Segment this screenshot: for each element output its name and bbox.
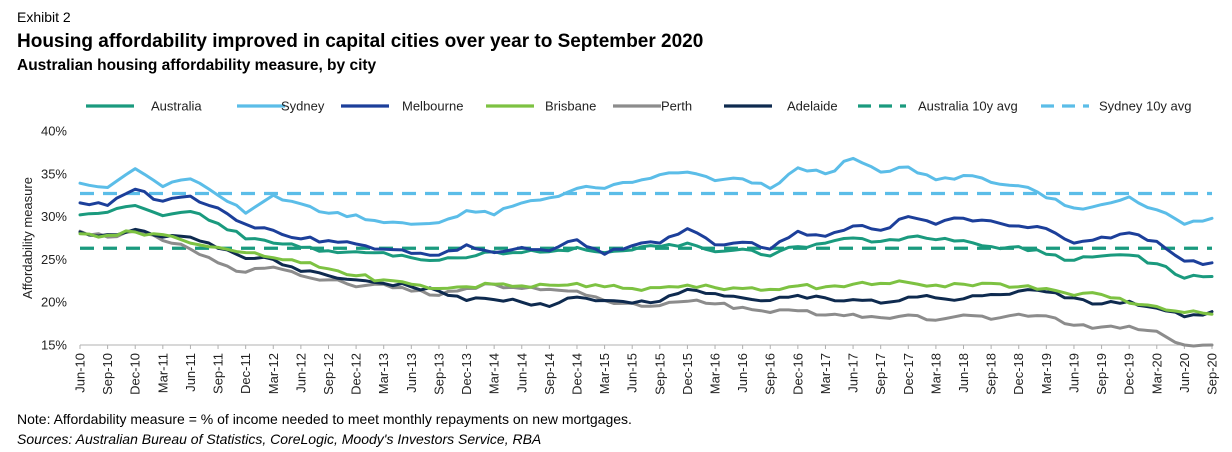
x-tick-label: Jun-17 (846, 353, 861, 393)
x-tick-label: Dec-17 (901, 353, 916, 395)
x-tick-label: Sep-16 (763, 353, 778, 395)
x-tick-label: Mar-14 (487, 353, 502, 394)
legend-label: Australia 10y avg (918, 99, 1018, 114)
x-tick-label: Mar-12 (266, 353, 281, 394)
y-tick-label: 15% (41, 338, 67, 353)
legend-label: Perth (661, 99, 692, 114)
x-tick-label: Mar-15 (597, 353, 612, 394)
x-tick-label: Dec-19 (1122, 353, 1137, 395)
x-tick-label: Mar-19 (1039, 353, 1054, 394)
x-tick-label: Jun-18 (956, 353, 971, 393)
x-tick-label: Dec-18 (1011, 353, 1026, 395)
series-line-melbourne (78, 187, 1214, 266)
x-tick-label: Dec-16 (790, 353, 805, 395)
x-tick-label: Dec-15 (680, 353, 695, 395)
y-axis-label: Affordability measure (20, 177, 35, 299)
chart-note: Note: Affordability measure = % of incom… (17, 411, 632, 427)
x-tick-label: Mar-13 (376, 353, 391, 394)
x-tick-label: Sep-10 (100, 353, 115, 395)
y-tick-label: 35% (41, 166, 67, 181)
series-line-australia (78, 204, 1214, 280)
chart-legend: Australia Sydney Melbourne Brisbane Perth Ade… (86, 99, 1192, 114)
plot-area (78, 156, 1214, 348)
x-axis: Jun-10 Sep-10 Dec-10 Mar-11 Jun-11 Sep-11 Dec-… (73, 344, 1220, 395)
x-tick-label: Dec-14 (569, 353, 584, 395)
y-tick-label: 30% (41, 209, 67, 224)
x-tick-label: Mar-17 (818, 353, 833, 394)
x-tick-label: Jun-12 (293, 353, 308, 393)
x-tick-label: Jun-16 (735, 353, 750, 393)
chart-sources: Sources: Australian Bureau of Statistics… (17, 431, 542, 447)
x-tick-label: Mar-20 (1149, 353, 1164, 394)
x-tick-label: Mar-11 (155, 353, 170, 393)
legend-label: Adelaide (787, 99, 838, 114)
x-tick-label: Mar-18 (928, 353, 943, 394)
x-tick-label: Sep-18 (984, 353, 999, 395)
chart-title: Housing affordability improved in capita… (17, 31, 704, 52)
y-tick-label: 25% (41, 252, 67, 267)
x-tick-label: Sep-14 (542, 353, 557, 395)
chart-subtitle: Australian housing affordability measure… (17, 57, 377, 74)
y-tick-label: 40% (41, 124, 67, 139)
series-line-perth (78, 229, 1214, 348)
x-tick-label: Mar-16 (708, 353, 723, 394)
series-line-sydney (78, 156, 1214, 226)
legend-label: Brisbane (545, 99, 596, 114)
x-tick-label: Sep-13 (431, 353, 446, 395)
x-tick-label: Jun-20 (1177, 353, 1192, 393)
x-tick-label: Sep-11 (211, 353, 226, 394)
x-tick-label: Jun-13 (404, 353, 419, 393)
x-tick-label: Jun-11 (183, 353, 198, 392)
x-tick-label: Jun-10 (73, 353, 88, 393)
legend-label: Sydney (281, 99, 325, 114)
x-tick-label: Dec-13 (459, 353, 474, 395)
x-tick-label: Sep-15 (652, 353, 667, 395)
legend-label: Sydney 10y avg (1099, 99, 1192, 114)
x-tick-label: Sep-19 (1094, 353, 1109, 395)
exhibit-label: Exhibit 2 (17, 9, 71, 25)
x-tick-label: Sep-12 (321, 353, 336, 395)
legend-label: Melbourne (402, 99, 463, 114)
x-tick-label: Sep-20 (1205, 353, 1220, 395)
x-tick-label: Jun-14 (514, 353, 529, 393)
x-tick-label: Jun-15 (625, 353, 640, 393)
x-tick-label: Jun-19 (1066, 353, 1081, 393)
x-tick-label: Sep-17 (873, 353, 888, 395)
x-tick-label: Dec-10 (128, 353, 143, 395)
x-tick-label: Dec-11 (238, 353, 253, 394)
series-line-brisbane (78, 229, 1214, 316)
x-tick-label: Dec-12 (349, 353, 364, 395)
y-axis: 15% 20% 25% 30% 35% 40% (41, 124, 67, 353)
y-tick-label: 20% (41, 295, 67, 310)
legend-label: Australia (151, 99, 202, 114)
